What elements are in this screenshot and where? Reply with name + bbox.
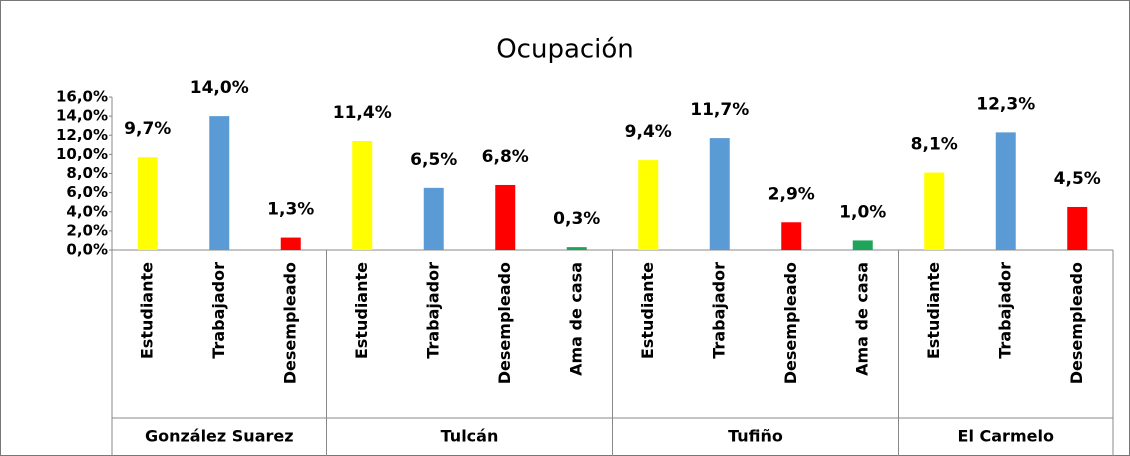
bar	[423, 187, 444, 250]
bar	[852, 240, 873, 250]
y-tick-label: 8,0%	[66, 164, 108, 182]
value-label: 1,3%	[267, 200, 314, 220]
x-tick-label: Estudiante	[924, 262, 943, 359]
y-tick-label: 16,0%	[56, 88, 108, 106]
chart-title: Ocupación	[496, 35, 634, 65]
group-label: González Suarez	[145, 427, 294, 446]
value-label: 11,7%	[690, 100, 749, 120]
bar	[924, 172, 945, 250]
value-label: 8,1%	[911, 135, 958, 155]
bar	[781, 222, 802, 250]
y-tick-label: 14,0%	[56, 107, 108, 125]
bar	[209, 116, 230, 250]
x-tick-label: Desempleado	[280, 262, 299, 384]
value-label: 6,5%	[410, 150, 457, 170]
value-label: 4,5%	[1054, 169, 1101, 189]
value-label: 9,7%	[124, 119, 171, 139]
bar	[638, 160, 659, 250]
x-tick-label: Desempleado	[781, 262, 800, 384]
group-label: Tulcán	[441, 427, 499, 446]
x-tick-label: Desempleado	[495, 262, 514, 384]
x-tick-label: Trabajador	[423, 262, 442, 359]
y-tick-label: 6,0%	[66, 183, 108, 201]
x-tick-label: Desempleado	[1067, 262, 1086, 384]
x-tick-label: Trabajador	[995, 262, 1014, 359]
bar	[495, 184, 516, 250]
y-tick-label: 12,0%	[56, 126, 108, 144]
value-label: 0,3%	[553, 209, 600, 229]
bar	[352, 140, 373, 250]
value-label: 9,4%	[625, 122, 672, 142]
bar	[1067, 206, 1088, 250]
y-tick-label: 2,0%	[66, 221, 108, 239]
value-label: 12,3%	[976, 94, 1035, 114]
y-tick-label: 10,0%	[56, 145, 108, 163]
x-tick-label: Ama de casa	[566, 262, 585, 376]
y-tick-label: 0,0%	[66, 241, 108, 259]
value-label: 6,8%	[482, 147, 529, 167]
y-tick-label: 4,0%	[66, 202, 108, 220]
x-tick-label: Estudiante	[638, 262, 657, 359]
bar	[566, 247, 587, 250]
bar	[995, 132, 1016, 250]
x-tick-label: Trabajador	[709, 262, 728, 359]
value-label: 1,0%	[839, 202, 886, 222]
x-tick-label: Estudiante	[137, 262, 156, 359]
bar	[280, 237, 301, 250]
value-label: 14,0%	[190, 78, 249, 98]
group-label: El Carmelo	[958, 427, 1054, 446]
value-label: 2,9%	[768, 184, 815, 204]
bar	[137, 157, 158, 250]
bar	[709, 138, 730, 250]
group-label: Tufiño	[728, 427, 783, 446]
value-label: 11,4%	[333, 103, 392, 123]
x-tick-label: Estudiante	[352, 262, 371, 359]
x-tick-label: Trabajador	[209, 262, 228, 359]
x-tick-label: Ama de casa	[852, 262, 871, 376]
